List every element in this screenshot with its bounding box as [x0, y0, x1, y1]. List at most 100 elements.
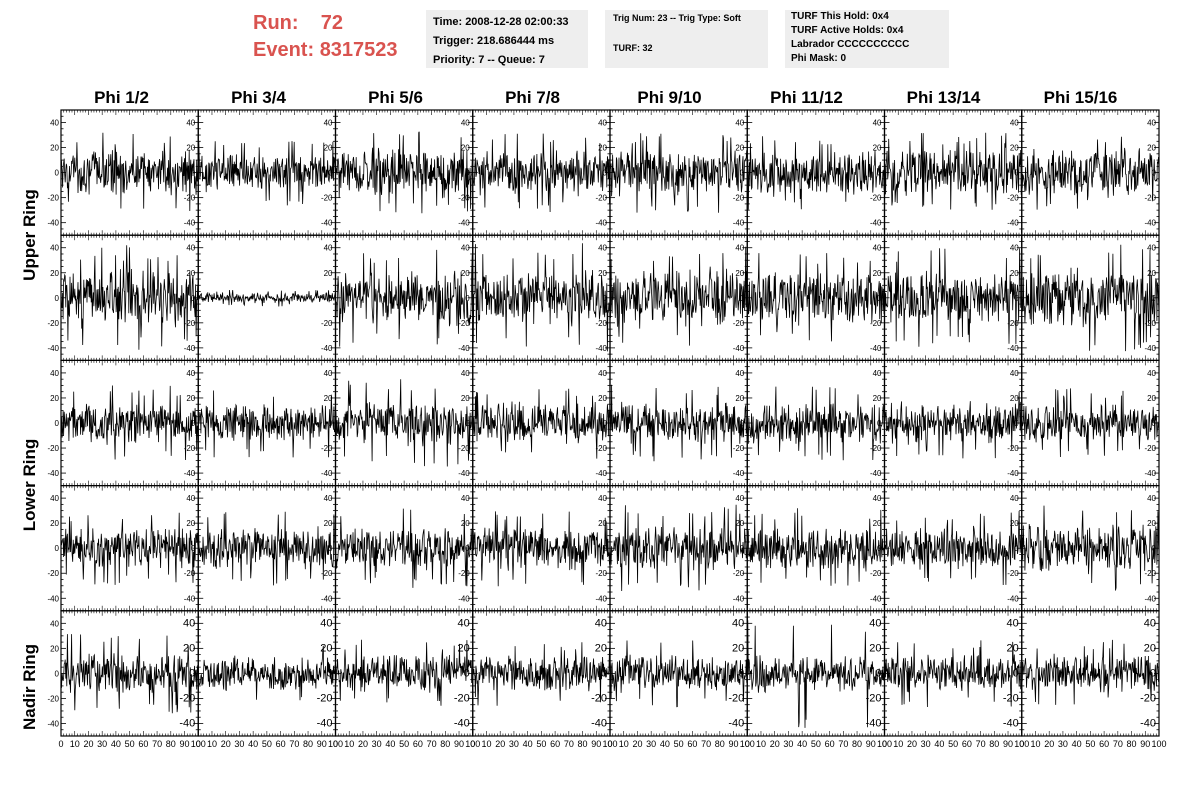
y-tick-label-right: -20 [184, 569, 196, 578]
waveform-trace [747, 253, 884, 341]
y-tick-label-right: 40 [873, 369, 882, 378]
y-tick-label-right: -40 [733, 219, 745, 228]
y-tick-label-right: -20 [1007, 444, 1019, 453]
y-tick-label-right: -20 [870, 194, 882, 203]
y-tick-label-right: -40 [595, 469, 607, 478]
y-tick-label-left: 0 [55, 544, 60, 553]
y-tick-label-right: 20 [324, 519, 333, 528]
waveform-trace [1022, 137, 1159, 210]
waveform-trace [61, 513, 198, 585]
y-tick-label-left: 20 [50, 144, 59, 153]
waveform-trace [747, 508, 884, 586]
y-tick-label-left: 40 [50, 369, 59, 378]
y-tick-label-right: 40 [186, 244, 195, 253]
y-tick-label-right: 40 [1010, 494, 1019, 503]
y-tick-label-right: 20 [1010, 394, 1019, 403]
waveform-trace [1022, 506, 1159, 591]
y-tick-label-right: 20 [186, 519, 195, 528]
y-tick-label-right: -40 [184, 594, 196, 603]
y-tick-label-right: -40 [458, 344, 470, 353]
y-tick-label-right: 20 [873, 269, 882, 278]
y-tick-label-right: -40 [1007, 469, 1019, 478]
y-tick-label-left: 40 [50, 244, 59, 253]
y-tick-label-right: 20 [735, 269, 744, 278]
y-tick-label-right: -20 [1007, 569, 1019, 578]
y-tick-label-right: -40 [1007, 219, 1019, 228]
y-tick-label-right: 40 [324, 119, 333, 128]
y-tick-label-right: -40 [321, 344, 333, 353]
y-tick-label-right: -20 [870, 569, 882, 578]
y-tick-label-right: 20 [324, 144, 333, 153]
waveform-trace [198, 141, 335, 206]
y-tick-label-left: 20 [50, 394, 59, 403]
y-tick-label-right: 20 [1010, 269, 1019, 278]
y-tick-label-right: -20 [733, 569, 745, 578]
waveform-trace [336, 250, 473, 347]
y-tick-label-right: -40 [733, 594, 745, 603]
y-tick-label-right: -40 [184, 344, 196, 353]
y-tick-label-right: -40 [1144, 594, 1156, 603]
y-tick-label-right: 20 [735, 144, 744, 153]
y-tick-label-right: 20 [1010, 144, 1019, 153]
waveform-trace [198, 290, 335, 307]
y-tick-label-right: 40 [598, 119, 607, 128]
y-tick-label-right: 40 [1147, 119, 1156, 128]
y-tick-label-right: -20 [1144, 569, 1156, 578]
waveform-trace [885, 392, 1022, 458]
y-tick-label-right: -40 [595, 594, 607, 603]
y-tick-label-right: 40 [598, 244, 607, 253]
y-tick-label-right: -40 [458, 219, 470, 228]
y-tick-label-right: 40 [735, 244, 744, 253]
y-tick-label-right: -40 [733, 469, 745, 478]
waveform-trace [336, 509, 473, 588]
y-tick-label-left: -20 [47, 319, 59, 328]
y-tick-label-right: 40 [1010, 119, 1019, 128]
y-tick-label-right: 40 [324, 494, 333, 503]
y-tick-label-right: -40 [1007, 594, 1019, 603]
waveform-trace [61, 245, 198, 349]
y-tick-label-right: 40 [461, 119, 470, 128]
y-tick-label-right: 40 [324, 369, 333, 378]
waveform-trace [198, 512, 335, 586]
y-tick-label-right: -20 [321, 319, 333, 328]
waveform-trace [747, 387, 884, 461]
y-tick-label-right: 40 [461, 244, 470, 253]
panel-frame [1022, 486, 1159, 611]
y-tick-label-right: 20 [186, 144, 195, 153]
y-tick-label-right: 40 [461, 369, 470, 378]
y-tick-label-right: 20 [324, 269, 333, 278]
waveform-trace [473, 243, 610, 351]
y-tick-label-right: 40 [1147, 369, 1156, 378]
panel-frame [336, 360, 473, 485]
y-tick-label-left: -40 [47, 594, 59, 603]
waveform-trace [336, 132, 473, 214]
waveform-trace [473, 134, 610, 212]
y-tick-label-right: 40 [1010, 369, 1019, 378]
y-tick-label-left: -20 [47, 444, 59, 453]
y-tick-label-right: 40 [1147, 494, 1156, 503]
y-tick-label-right: -20 [1144, 194, 1156, 203]
y-tick-label-right: 40 [186, 494, 195, 503]
waveform-trace [473, 511, 610, 586]
y-tick-label-left: -40 [47, 219, 59, 228]
y-tick-label-right: -20 [458, 569, 470, 578]
